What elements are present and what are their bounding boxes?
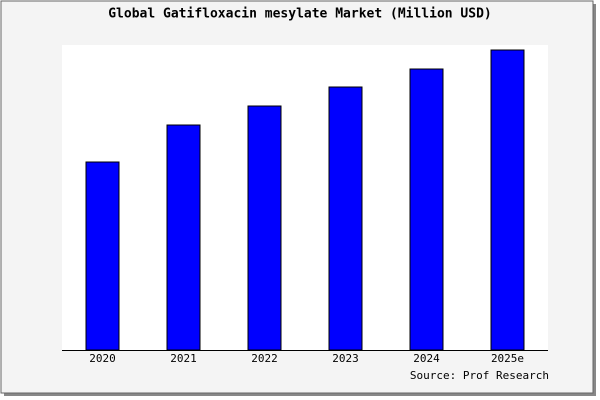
- x-tick-label: 2023: [332, 352, 359, 365]
- x-tick-label: 2021: [170, 352, 197, 365]
- bar: [85, 161, 120, 351]
- source: Source: Prof Research: [410, 369, 549, 382]
- x-tick-label: 2025e: [491, 352, 524, 365]
- chart-title: Global Gatifloxacin mesylate Market (Mil…: [108, 7, 492, 22]
- plot-area: [62, 45, 548, 350]
- bar: [328, 86, 363, 351]
- x-tick-label: 2024: [413, 352, 440, 365]
- x-tick-label: 2020: [89, 352, 116, 365]
- x-tick-label: 2022: [251, 352, 278, 365]
- bar: [247, 105, 282, 351]
- bar: [409, 68, 444, 351]
- bar: [166, 124, 201, 351]
- bar: [490, 49, 525, 351]
